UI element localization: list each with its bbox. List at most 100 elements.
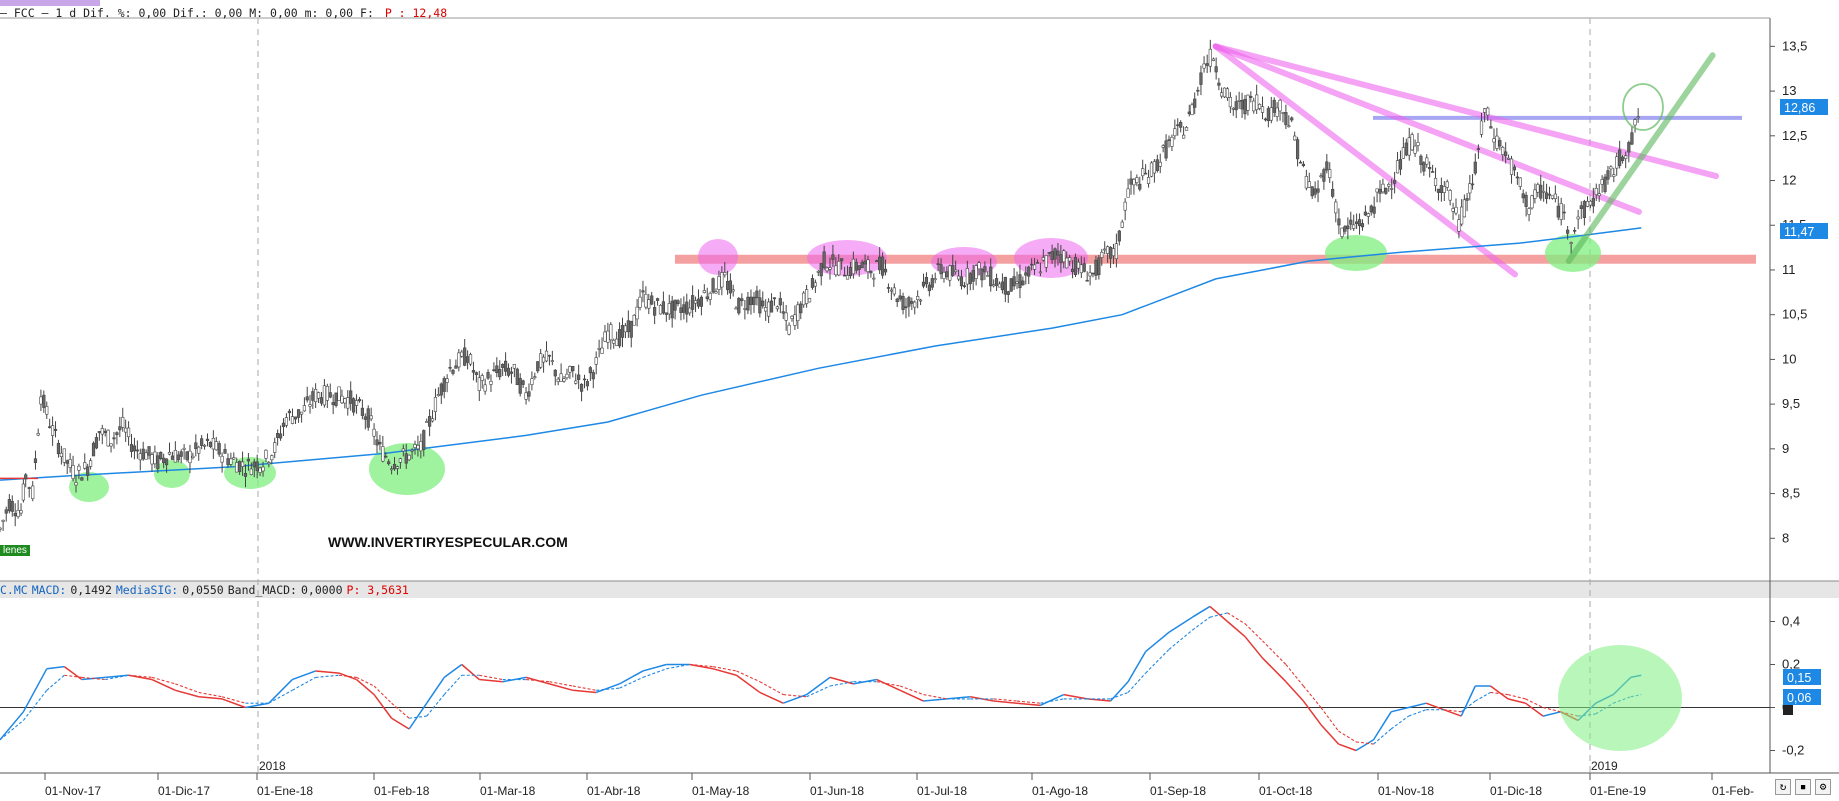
candle-body	[293, 416, 298, 420]
candle-body	[1395, 160, 1400, 174]
candle-body	[1287, 125, 1291, 128]
candle-body	[1439, 185, 1443, 193]
candle-body	[1149, 162, 1154, 177]
candle-body	[1211, 58, 1216, 61]
signal-line-segment	[596, 687, 620, 691]
signal-line-segment	[1262, 640, 1287, 665]
candle-body	[1636, 116, 1640, 119]
candle-body	[454, 365, 458, 369]
candle-body	[834, 265, 838, 276]
candle-body	[708, 292, 712, 300]
candle-body	[731, 289, 735, 292]
candle-body	[527, 391, 531, 397]
candle-body	[1088, 272, 1092, 277]
refresh-icon[interactable]: ↻	[1775, 779, 1791, 795]
candle-body	[407, 454, 411, 461]
candle-body	[1138, 183, 1142, 190]
candle-body	[921, 281, 926, 287]
macd-line-segment	[993, 700, 1018, 704]
candle-body	[544, 350, 549, 362]
candle-body	[644, 293, 648, 308]
candle-body	[588, 367, 592, 374]
settings-icon[interactable]: ⚙	[1815, 779, 1831, 795]
watermark: WWW.INVERTIRYESPECULAR.COM	[328, 534, 568, 550]
candle-body	[129, 444, 134, 452]
macd-line-segment	[1040, 693, 1065, 707]
candle-body	[1609, 166, 1613, 170]
candle-body	[39, 396, 43, 405]
candle-body	[1579, 205, 1583, 209]
candle-body	[428, 416, 432, 427]
candle-body	[62, 448, 66, 463]
candle-body	[959, 276, 964, 287]
candle-body	[948, 265, 952, 281]
candle-body	[717, 276, 721, 290]
candle-body	[1205, 63, 1209, 66]
candle-body	[1612, 174, 1616, 177]
macd-line-segment	[0, 711, 24, 741]
candle-body	[699, 296, 703, 307]
candle-body	[1384, 187, 1388, 194]
year-label: 2018	[259, 759, 286, 773]
y-tick-label: 13	[1782, 83, 1796, 98]
candle-body	[33, 458, 38, 463]
candle-body	[565, 373, 569, 379]
candle-body	[24, 474, 28, 480]
candle-body	[880, 256, 885, 276]
signal-line-segment	[549, 681, 573, 687]
candle-body	[1129, 178, 1133, 185]
candle-body	[632, 314, 636, 326]
candle-body	[1536, 184, 1540, 193]
save-icon[interactable]: ▪	[1795, 779, 1811, 795]
signal-line-segment	[783, 694, 807, 698]
candle-body	[410, 449, 414, 452]
candle-body	[1387, 184, 1391, 187]
macd-line-segment	[1408, 702, 1427, 709]
candle-body	[860, 262, 864, 269]
candle-body	[340, 395, 344, 404]
candle-body	[226, 458, 230, 465]
candle-body	[670, 300, 674, 319]
signal-line-segment	[642, 668, 667, 678]
candle-body	[1363, 211, 1367, 216]
candle-body	[1566, 229, 1570, 234]
candle-body	[1357, 219, 1362, 227]
macd-line-segment	[151, 678, 176, 691]
signal-line-segment	[1390, 715, 1409, 730]
candle-body	[1422, 162, 1426, 172]
candle-body	[144, 452, 148, 460]
candle-body	[1003, 276, 1007, 295]
signal-line-segment	[525, 679, 550, 683]
signal-line-segment	[1016, 700, 1041, 704]
macd-line-segment	[1542, 711, 1561, 717]
candle-body	[363, 416, 367, 420]
candle-body	[1410, 134, 1414, 151]
macd-line-segment	[426, 676, 445, 704]
candle-body	[334, 392, 338, 406]
y-tick-label: 9	[1782, 441, 1789, 456]
candle-body	[600, 347, 604, 354]
candle-body	[878, 256, 882, 271]
candle-body	[1097, 257, 1101, 276]
candle-body	[1597, 193, 1601, 196]
macd-line-segment	[63, 666, 83, 681]
band-value: 0,0000	[300, 583, 343, 597]
candle-body	[1495, 135, 1499, 149]
candle-body	[629, 320, 633, 338]
candles	[0, 39, 1640, 533]
macd-line-segment	[291, 670, 316, 681]
candle-body	[1047, 252, 1051, 254]
candle-body	[1355, 221, 1359, 224]
candle-body	[100, 428, 104, 435]
candle-body	[352, 398, 356, 413]
candle-body	[866, 259, 870, 272]
candle-body	[1486, 107, 1490, 116]
macd-line-segment	[1443, 708, 1462, 717]
candle-body	[1576, 216, 1580, 220]
top-tab-indicator[interactable]	[0, 0, 100, 6]
candle-body	[1284, 112, 1288, 126]
candle-body	[1533, 189, 1537, 199]
candle-body	[273, 442, 277, 453]
candle-body	[366, 408, 370, 428]
candle-body	[767, 301, 771, 317]
